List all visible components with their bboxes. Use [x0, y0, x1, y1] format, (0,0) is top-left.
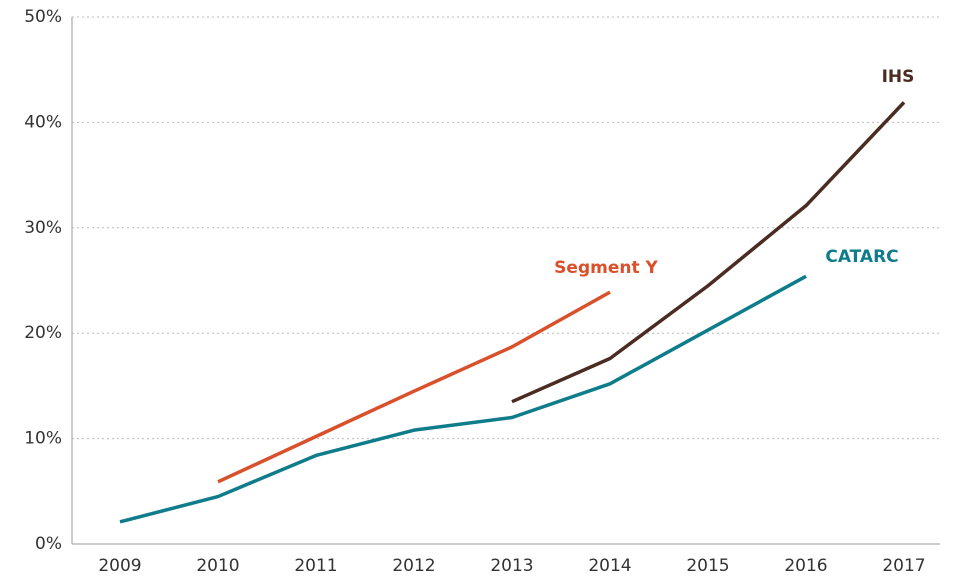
series-label: CATARC	[825, 247, 898, 267]
x-tick-label: 2010	[196, 556, 239, 576]
y-tick-label: 20%	[24, 323, 62, 343]
y-tick-label: 0%	[35, 534, 62, 554]
series-line	[511, 101, 906, 404]
x-tick-label: 2013	[490, 556, 533, 576]
series-label: IHS	[882, 67, 915, 87]
x-tick-label: 2015	[686, 556, 729, 576]
x-tick-label: 2016	[784, 556, 827, 576]
x-tick-label: 2014	[588, 556, 631, 576]
x-tick-label: 2012	[392, 556, 435, 576]
series-label: Segment Y	[554, 258, 658, 278]
series-line	[119, 274, 807, 524]
x-tick-label: 2011	[294, 556, 337, 576]
x-tick-label: 2017	[882, 556, 925, 576]
y-tick-label: 10%	[24, 429, 62, 449]
series-line	[217, 290, 611, 484]
x-tick-label: 2009	[98, 556, 141, 576]
y-tick-label: 50%	[24, 7, 62, 27]
y-tick-label: 30%	[24, 218, 62, 238]
y-tick-label: 40%	[24, 112, 62, 132]
